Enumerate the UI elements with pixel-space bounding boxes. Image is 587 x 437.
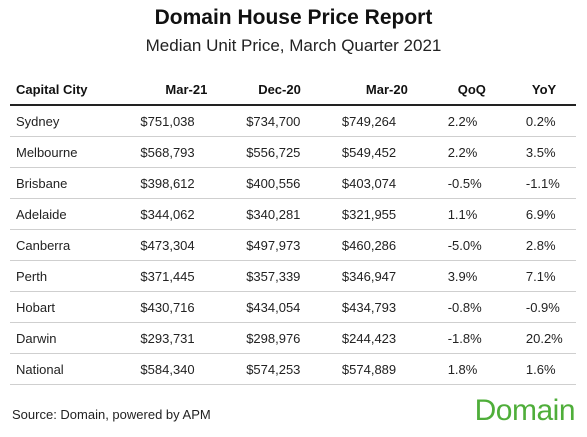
value-cell: $434,054 — [246, 291, 342, 323]
column-header: Dec-20 — [246, 74, 342, 106]
value-cell: -0.8% — [447, 291, 526, 323]
table-row: Brisbane $398,612 $400,556 $403,074 -0.5% -1.… — [10, 167, 576, 199]
table-row: Darwin $293,731 $298,976 $244,423 -1.8% 20.2% — [10, 322, 576, 354]
city-cell: Canberra — [10, 229, 141, 261]
value-cell: $749,264 — [341, 105, 448, 137]
column-header: Mar-20 — [341, 74, 448, 106]
table-row: Adelaide $344,062 $340,281 $321,955 1.1% 6.9% — [10, 198, 576, 230]
table-row: Perth $371,445 $357,339 $346,947 3.9% 7.1% — [10, 260, 576, 292]
table-row: Melbourne $568,793 $556,725 $549,452 2.2% 3.5… — [10, 136, 576, 168]
value-cell: $298,976 — [246, 322, 342, 354]
value-cell: $751,038 — [140, 105, 247, 137]
value-cell: 3.9% — [447, 260, 526, 292]
value-cell: $568,793 — [140, 136, 247, 168]
city-cell: National — [10, 353, 141, 385]
value-cell: $734,700 — [246, 105, 342, 137]
table-row: Hobart $430,716 $434,054 $434,793 -0.8% -0.9% — [10, 291, 576, 323]
value-cell: $346,947 — [341, 260, 448, 292]
value-cell: $430,716 — [140, 291, 247, 323]
value-cell: -1.1% — [525, 167, 576, 199]
column-header: Mar-21 — [140, 74, 247, 106]
value-cell: $584,340 — [140, 353, 247, 385]
value-cell: 2.8% — [525, 229, 576, 261]
value-cell: 3.5% — [525, 136, 576, 168]
value-cell: $556,725 — [246, 136, 342, 168]
column-header: Capital City — [10, 74, 141, 106]
value-cell: 1.6% — [525, 353, 576, 385]
city-cell: Sydney — [10, 105, 141, 137]
value-cell: $321,955 — [341, 198, 448, 230]
column-header: YoY — [525, 74, 576, 106]
city-cell: Adelaide — [10, 198, 141, 230]
value-cell: 20.2% — [525, 322, 576, 354]
city-cell: Perth — [10, 260, 141, 292]
value-cell: $244,423 — [341, 322, 448, 354]
value-cell: $574,253 — [246, 353, 342, 385]
value-cell: $400,556 — [246, 167, 342, 199]
value-cell: $460,286 — [341, 229, 448, 261]
value-cell: $549,452 — [341, 136, 448, 168]
table-header-row: Capital City Mar-21 Dec-20 Mar-20 QoQ Yo… — [10, 74, 576, 106]
value-cell: -0.5% — [447, 167, 526, 199]
value-cell: $344,062 — [140, 198, 247, 230]
value-cell: $371,445 — [140, 260, 247, 292]
value-cell: $340,281 — [246, 198, 342, 230]
value-cell: 7.1% — [525, 260, 576, 292]
city-cell: Darwin — [10, 322, 141, 354]
value-cell: $497,973 — [246, 229, 342, 261]
city-cell: Brisbane — [10, 167, 141, 199]
price-table: Capital City Mar-21 Dec-20 Mar-20 QoQ Yo… — [10, 74, 576, 385]
value-cell: 1.1% — [447, 198, 526, 230]
value-cell: 2.2% — [447, 105, 526, 137]
value-cell: 6.9% — [525, 198, 576, 230]
value-cell: 2.2% — [447, 136, 526, 168]
value-cell: $403,074 — [341, 167, 448, 199]
source-note: Source: Domain, powered by APM — [12, 407, 211, 422]
city-cell: Melbourne — [10, 136, 141, 168]
value-cell: -0.9% — [525, 291, 576, 323]
value-cell: $574,889 — [341, 353, 448, 385]
table-row: Canberra $473,304 $497,973 $460,286 -5.0% 2.8… — [10, 229, 576, 261]
report-subtitle: Median Unit Price, March Quarter 2021 — [145, 36, 442, 55]
value-cell: -5.0% — [447, 229, 526, 261]
city-cell: Hobart — [10, 291, 141, 323]
value-cell: 1.8% — [447, 353, 526, 385]
domain-logo: Domain — [474, 394, 576, 427]
value-cell: $473,304 — [140, 229, 247, 261]
value-cell: -1.8% — [447, 322, 526, 354]
value-cell: $398,612 — [140, 167, 247, 199]
value-cell: $434,793 — [341, 291, 448, 323]
value-cell: 0.2% — [525, 105, 576, 137]
table-row: National $584,340 $574,253 $574,889 1.8% 1.6% — [10, 353, 576, 385]
value-cell: $357,339 — [246, 260, 342, 292]
table-row: Sydney $751,038 $734,700 $749,264 2.2% 0.2% — [10, 105, 576, 137]
table-body: Sydney $751,038 $734,700 $749,264 2.2% 0.2% Me… — [10, 105, 576, 385]
value-cell: $293,731 — [140, 322, 247, 354]
report-title: Domain House Price Report — [154, 6, 433, 29]
column-header: QoQ — [447, 74, 526, 106]
